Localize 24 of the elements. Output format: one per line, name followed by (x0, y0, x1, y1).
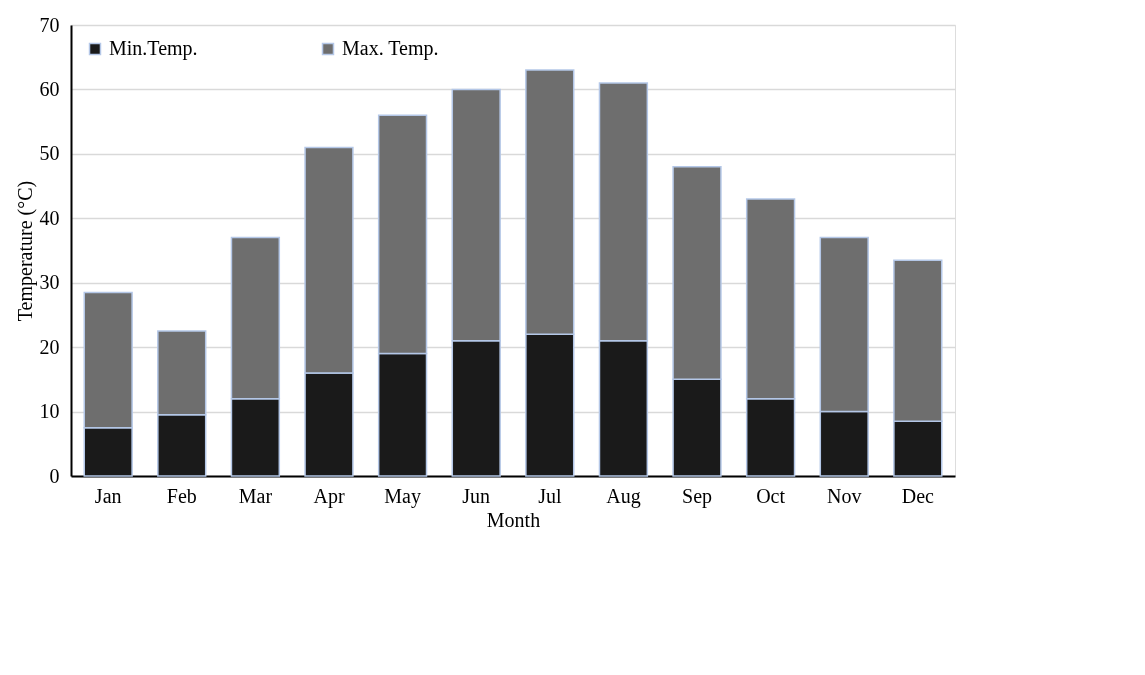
x-tick-label: Nov (827, 484, 862, 507)
x-tick-label: Jun (462, 484, 491, 507)
x-tick-label: Oct (756, 484, 786, 507)
y-axis-title: Temperature (°C) (13, 180, 37, 322)
legend-label: Min.Temp. (109, 37, 198, 60)
y-tick-label: 0 (49, 464, 60, 487)
x-tick-label: Jan (94, 484, 122, 507)
x-tick-label: Dec (901, 484, 935, 507)
x-tick-label: Feb (166, 484, 197, 507)
y-tick-label: 70 (39, 13, 60, 36)
x-tick-label: May (384, 484, 421, 508)
y-tick-label: 60 (39, 77, 60, 100)
x-tick-label: Aug (606, 484, 641, 508)
y-tick-label: 40 (39, 206, 60, 229)
y-tick-label: 20 (39, 335, 60, 358)
x-axis-title: Month (486, 508, 541, 531)
legend-label: Max. Temp. (342, 37, 439, 60)
x-tick-label: Apr (313, 484, 345, 508)
y-tick-label: 10 (39, 400, 60, 423)
y-tick-label: 30 (39, 271, 60, 294)
x-tick-label: Mar (238, 484, 273, 507)
y-tick-label: 50 (39, 142, 60, 165)
x-tick-label: Sep (682, 484, 713, 508)
x-tick-label: Jul (538, 484, 562, 507)
